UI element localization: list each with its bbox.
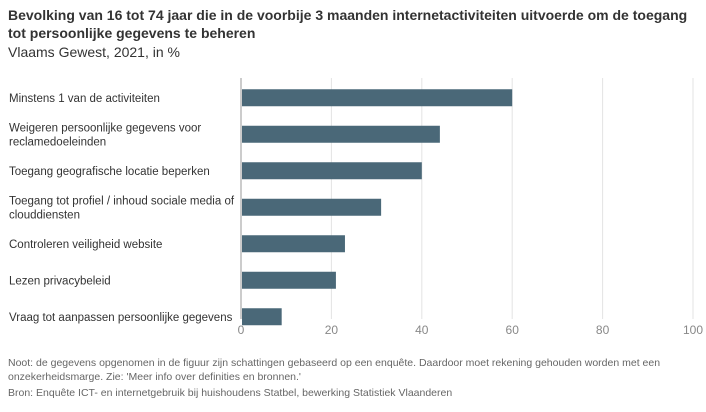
- category-label: Weigeren persoonlijke gegevens voor: [9, 122, 201, 134]
- x-tick-label: 100: [683, 323, 703, 337]
- x-tick-label: 60: [506, 323, 520, 337]
- x-tick-label: 40: [415, 323, 429, 337]
- chart-subtitle: Vlaams Gewest, 2021, in %: [8, 43, 180, 61]
- category-label: Vraag tot aanpassen persoonlijke gegeven…: [9, 312, 233, 324]
- bar: [242, 162, 422, 179]
- chart-footer: Noot: de gegevens opgenomen in de figuur…: [8, 356, 698, 400]
- category-label: Minstens 1 van de activiteiten: [9, 93, 160, 105]
- category-label: Toegang geografische locatie beperken: [9, 166, 210, 178]
- category-label: Lezen privacybeleid: [9, 275, 111, 287]
- category-label: Toegang tot profiel / inhoud sociale med…: [9, 195, 235, 207]
- bar: [242, 89, 512, 106]
- bar: [242, 199, 381, 216]
- chart-title: Bevolking van 16 tot 74 jaar die in de v…: [8, 6, 698, 42]
- category-label: Controleren veiligheid website: [9, 239, 162, 251]
- category-label: reclamedoeleinden: [9, 136, 106, 148]
- footer-note: Noot: de gegevens opgenomen in de figuur…: [8, 356, 698, 384]
- bar: [242, 272, 336, 289]
- x-tick-label: 80: [596, 323, 610, 337]
- bar: [242, 235, 345, 252]
- category-label: clouddiensten: [9, 209, 80, 221]
- bar: [242, 126, 440, 143]
- bar: [242, 308, 282, 325]
- x-tick-label: 20: [325, 323, 339, 337]
- footer-source: Bron: Enquête ICT- en internetgebruik bi…: [8, 386, 698, 400]
